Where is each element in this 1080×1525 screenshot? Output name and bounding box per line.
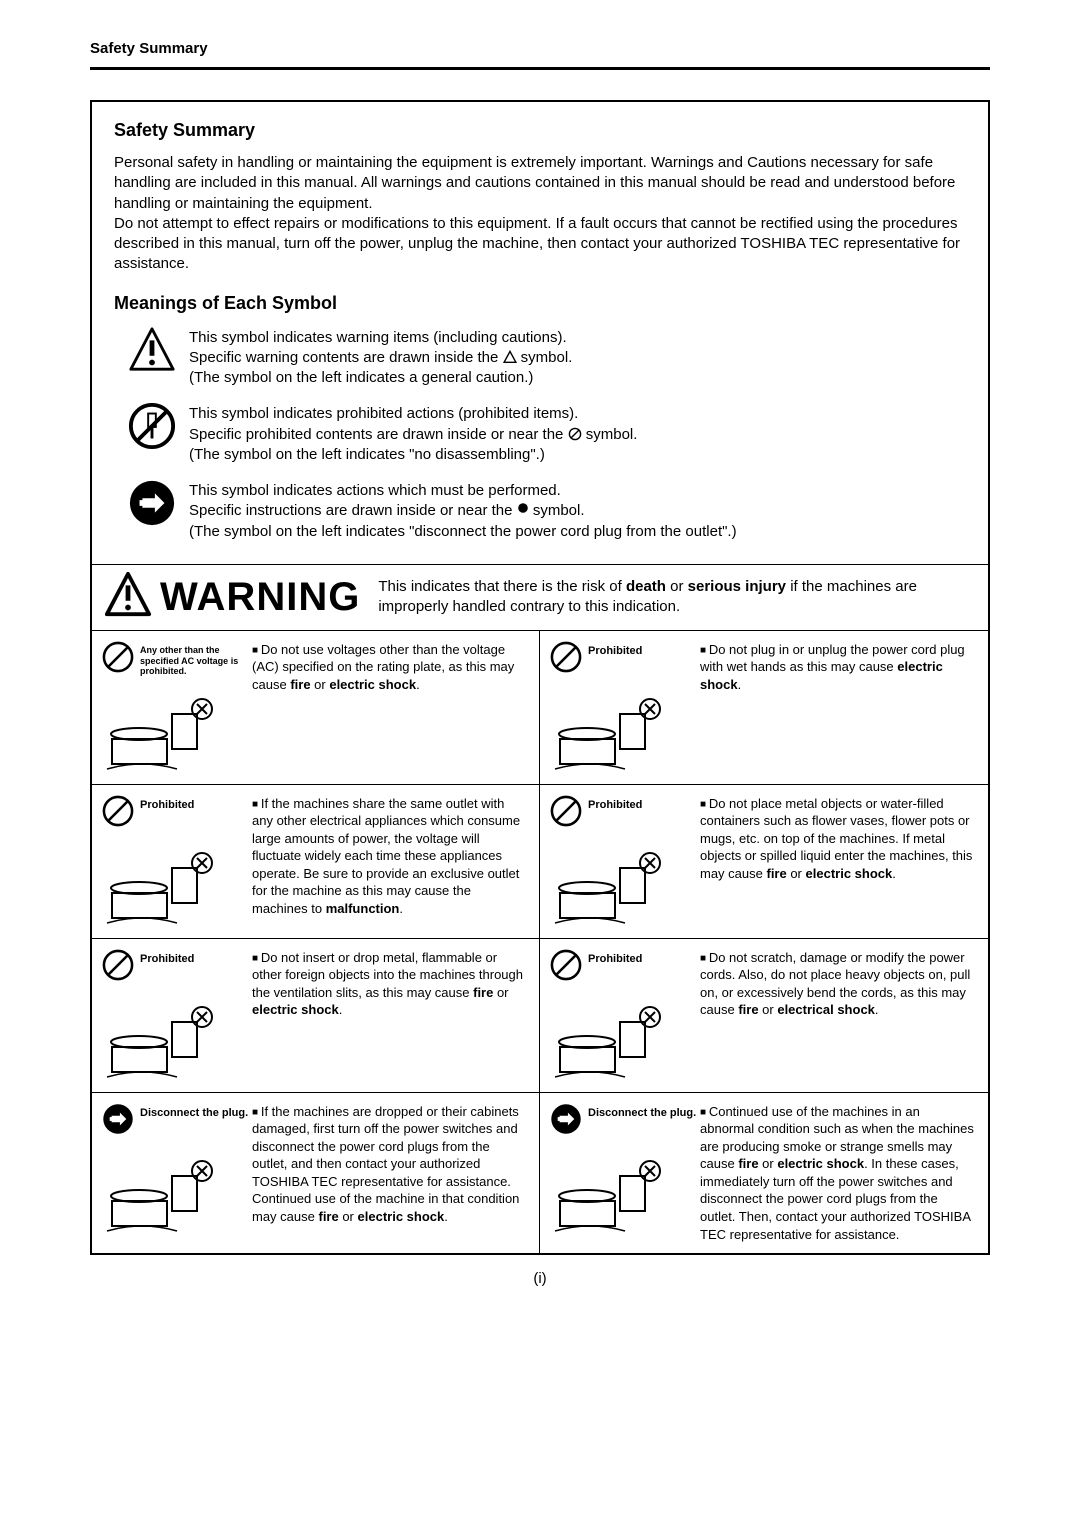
warning-cell: Prohibited Do not scratch, damage or mod…: [540, 939, 988, 1093]
symbols-heading: Meanings of Each Symbol: [114, 293, 966, 314]
prohibited-icon: [102, 641, 134, 678]
symbol-row: This symbol indicates warning items (inc…: [114, 326, 966, 389]
warning-cell: Prohibited If the machines share the sam…: [92, 785, 540, 939]
cell-illustration: [550, 838, 680, 928]
cell-icon-column: Prohibited: [550, 641, 700, 774]
cell-illustration: [102, 992, 232, 1082]
symbol-description: This symbol indicates actions which must…: [189, 479, 737, 542]
cell-text: Do not use voltages other than the volta…: [252, 641, 527, 774]
prohibited-disassemble-icon: [114, 402, 189, 450]
symbol-meanings-list: This symbol indicates warning items (inc…: [114, 326, 966, 542]
prohibited-icon: [102, 795, 134, 832]
cell-illustration: [550, 992, 680, 1082]
cell-icon-column: Prohibited: [550, 949, 700, 1082]
prohibited-icon: [550, 641, 582, 678]
symbol-description: This symbol indicates warning items (inc…: [189, 326, 572, 389]
warning-cell: Disconnect the plug. Continued use of th…: [540, 1093, 988, 1253]
cell-icon-column: Prohibited: [102, 949, 252, 1082]
warning-grid: Any other than the specified AC voltage …: [92, 631, 988, 1253]
warning-cell: Prohibited Do not plug in or unplug the …: [540, 631, 988, 785]
action-plug-icon: [114, 479, 189, 527]
prohibited-icon: [102, 949, 134, 986]
warning-banner: WARNING This indicates that there is the…: [92, 564, 988, 631]
cell-text: Do not scratch, damage or modify the pow…: [700, 949, 976, 1082]
cell-illustration: [102, 838, 232, 928]
main-content-box: Safety Summary Personal safety in handli…: [90, 100, 990, 1255]
cell-illustration: [102, 684, 232, 774]
cell-icon-column: Prohibited: [102, 795, 252, 928]
cell-label: Prohibited: [588, 795, 642, 812]
cell-icon-column: Disconnect the plug.: [102, 1103, 252, 1243]
cell-text: Continued use of the machines in an abno…: [700, 1103, 976, 1243]
cell-label: Disconnect the plug.: [140, 1103, 248, 1120]
cell-illustration: [102, 1146, 232, 1236]
cell-text: Do not insert or drop metal, flammable o…: [252, 949, 527, 1082]
warning-cell: Prohibited Do not place metal objects or…: [540, 785, 988, 939]
warning-triangle-icon: [114, 326, 189, 374]
symbol-description: This symbol indicates prohibited actions…: [189, 402, 637, 465]
section-title: Safety Summary: [114, 120, 966, 141]
top-section: Safety Summary Personal safety in handli…: [92, 102, 988, 564]
warning-word: WARNING: [160, 575, 360, 620]
cell-text: Do not plug in or unplug the power cord …: [700, 641, 976, 774]
cell-label: Prohibited: [140, 949, 194, 966]
warning-triangle-icon: [104, 571, 152, 624]
warning-cell: Any other than the specified AC voltage …: [92, 631, 540, 785]
cell-label: Disconnect the plug.: [588, 1103, 696, 1120]
cell-text: Do not place metal objects or water-fill…: [700, 795, 976, 928]
cell-icon-column: Any other than the specified AC voltage …: [102, 641, 252, 774]
prohibited-icon: [550, 949, 582, 986]
action-plug-icon: [550, 1103, 582, 1140]
warning-description: This indicates that there is the risk of…: [378, 577, 976, 618]
warning-cell: Prohibited Do not insert or drop metal, …: [92, 939, 540, 1093]
cell-label: Prohibited: [588, 949, 642, 966]
cell-illustration: [550, 1146, 680, 1236]
cell-label: Any other than the specified AC voltage …: [140, 641, 252, 677]
cell-icon-column: Disconnect the plug.: [550, 1103, 700, 1243]
intro-paragraph: Personal safety in handling or maintaini…: [114, 153, 966, 275]
cell-illustration: [550, 684, 680, 774]
symbol-row: This symbol indicates actions which must…: [114, 479, 966, 542]
page-header: Safety Summary: [90, 40, 990, 70]
cell-label: Prohibited: [588, 641, 642, 658]
cell-text: If the machines share the same outlet wi…: [252, 795, 527, 928]
cell-label: Prohibited: [140, 795, 194, 812]
prohibited-icon: [550, 795, 582, 832]
warning-cell: Disconnect the plug. If the machines are…: [92, 1093, 540, 1253]
action-plug-icon: [102, 1103, 134, 1140]
cell-text: If the machines are dropped or their cab…: [252, 1103, 527, 1243]
cell-icon-column: Prohibited: [550, 795, 700, 928]
page-number: (i): [90, 1270, 990, 1287]
symbol-row: This symbol indicates prohibited actions…: [114, 402, 966, 465]
